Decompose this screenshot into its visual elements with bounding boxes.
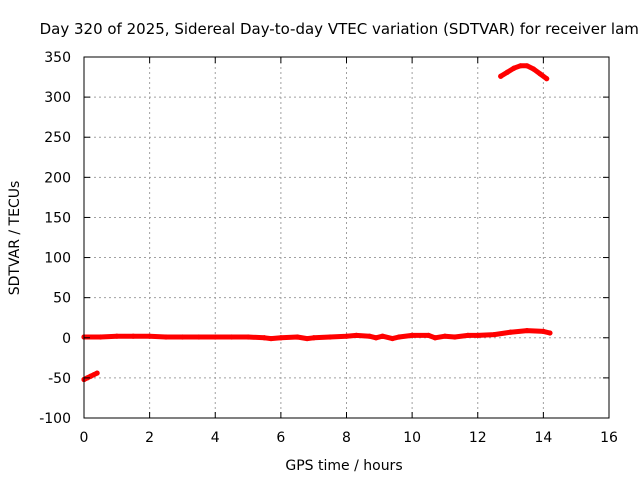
data-point xyxy=(373,335,379,341)
data-point xyxy=(498,73,504,79)
data-point xyxy=(465,332,471,338)
data-point xyxy=(379,333,386,339)
data-point xyxy=(245,334,251,340)
data-point xyxy=(530,66,537,72)
data-point xyxy=(304,335,310,342)
data-point xyxy=(353,332,359,338)
data-point xyxy=(130,333,136,339)
y-axis-label: SDTVAR / TECUs xyxy=(7,181,23,296)
y-tick-label: 150 xyxy=(44,210,71,226)
data-point xyxy=(432,335,438,341)
data-point xyxy=(179,334,186,340)
y-tick-label: 0 xyxy=(62,331,71,347)
data-point xyxy=(504,69,510,75)
axis-ticks: 0 2 4 6 8 10 12 14 16 -100 -50 0 50 100 150 200 250 300 35… xyxy=(39,50,618,446)
data-point xyxy=(425,332,432,338)
x-tick-label: 8 xyxy=(342,430,351,446)
data-point xyxy=(163,334,169,340)
y-tick-label: -50 xyxy=(48,371,71,387)
x-tick-label: 0 xyxy=(80,430,89,446)
data-point xyxy=(524,327,530,334)
data-point xyxy=(409,332,415,338)
chart-title: Day 320 of 2025, Sidereal Day-to-day VTE… xyxy=(40,20,640,38)
y-tick-label: 100 xyxy=(44,251,71,267)
data-point xyxy=(343,333,350,339)
data-point xyxy=(537,71,543,77)
x-tick-label: 4 xyxy=(211,430,220,446)
data-point xyxy=(97,334,104,340)
x-tick-label: 10 xyxy=(403,430,421,446)
data-point xyxy=(396,334,402,340)
data-point xyxy=(547,330,553,336)
y-tick-label: -100 xyxy=(39,411,71,427)
y-tick-label: 50 xyxy=(53,291,71,307)
x-tick-label: 12 xyxy=(469,430,487,446)
data-point xyxy=(147,333,153,339)
data-point xyxy=(544,76,550,82)
y-tick-label: 250 xyxy=(44,130,71,146)
series-layer xyxy=(81,63,553,383)
y-tick-label: 300 xyxy=(44,90,71,106)
data-point xyxy=(366,333,373,339)
data-point xyxy=(294,334,300,340)
data-point xyxy=(511,65,517,71)
data-point xyxy=(268,335,274,342)
data-point xyxy=(114,333,120,339)
data-point xyxy=(196,334,202,340)
data-point xyxy=(327,334,333,340)
x-tick-label: 2 xyxy=(145,430,154,446)
x-axis-label: GPS time / hours xyxy=(285,458,402,474)
data-point xyxy=(389,335,396,342)
data-point xyxy=(212,334,218,340)
data-point xyxy=(311,335,317,341)
data-point xyxy=(452,334,458,340)
data-point xyxy=(94,370,100,376)
data-point xyxy=(517,63,524,69)
data-point xyxy=(442,333,448,339)
data-point xyxy=(540,328,546,334)
data-point xyxy=(491,331,497,338)
x-tick-label: 14 xyxy=(534,430,552,446)
data-point xyxy=(229,334,235,340)
grid xyxy=(84,57,609,418)
data-point xyxy=(524,63,530,69)
x-tick-label: 16 xyxy=(600,430,618,446)
y-tick-label: 350 xyxy=(44,50,71,66)
x-tick-label: 6 xyxy=(276,430,285,446)
data-point xyxy=(475,332,481,338)
data-point xyxy=(507,329,514,335)
data-point xyxy=(261,335,268,341)
data-point xyxy=(278,335,284,341)
y-tick-label: 200 xyxy=(44,170,71,186)
